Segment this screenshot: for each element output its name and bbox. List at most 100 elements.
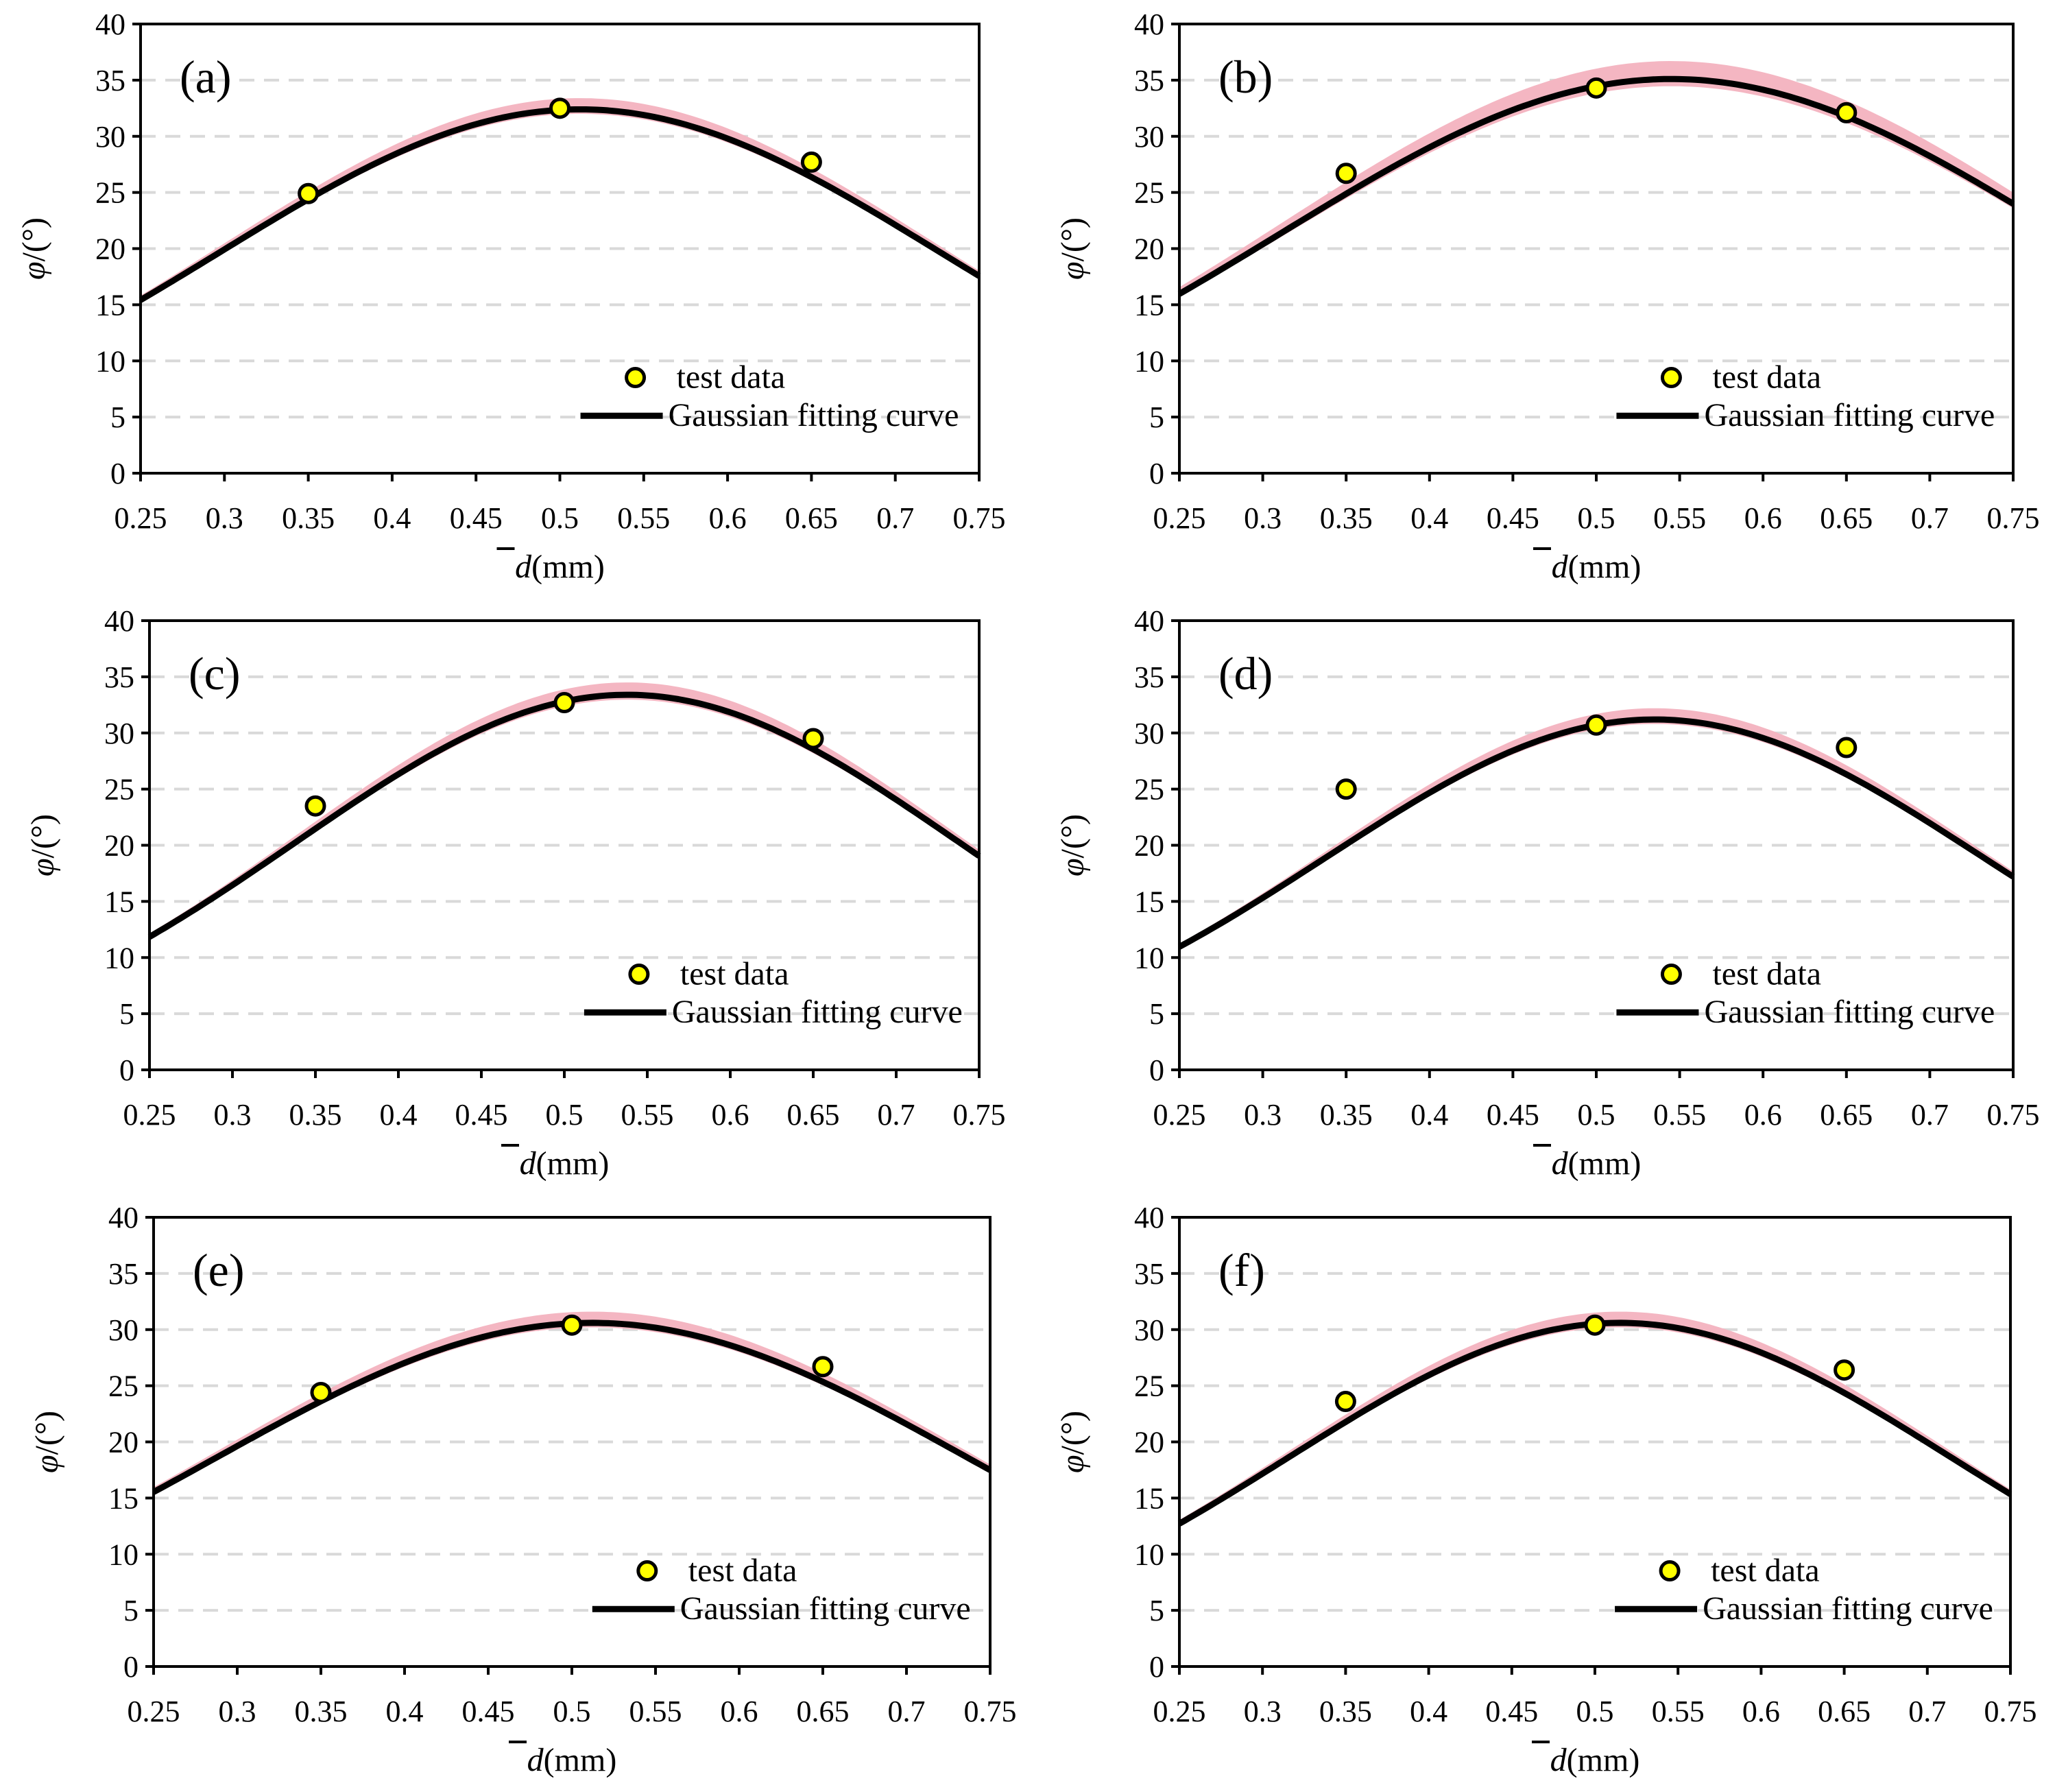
- x-axis-unit: (mm): [531, 549, 605, 585]
- y-axis-variable: φ: [25, 858, 61, 876]
- data-point: [298, 182, 320, 204]
- data-point: [1585, 77, 1607, 99]
- data-point: [1836, 737, 1858, 758]
- y-tick-label: 15: [104, 885, 134, 918]
- y-tick-label: 0: [123, 1650, 139, 1684]
- y-tick-label: 30: [108, 1313, 139, 1347]
- x-axis-unit: (mm): [544, 1742, 617, 1778]
- data-point: [1584, 1314, 1606, 1336]
- x-tick-label: 0.55: [621, 1098, 674, 1132]
- y-tick-label: 20: [95, 232, 125, 266]
- panel-label: (e): [193, 1244, 244, 1296]
- legend-label-gaussian: Gaussian fitting curve: [1703, 1590, 1993, 1627]
- y-tick-label: 35: [1134, 64, 1164, 97]
- confidence-band: [154, 1311, 990, 1494]
- y-axis-unit: /(°): [1055, 1411, 1091, 1455]
- x-tick-label: 0.75: [953, 1098, 1006, 1132]
- x-tick-label: 0.6: [709, 501, 747, 535]
- gaussian-curve: [152, 1319, 992, 1495]
- x-tick-label: 0.65: [1820, 501, 1873, 535]
- x-tick-label: 0.55: [1653, 1098, 1706, 1132]
- legend-label-test-data: test data: [1712, 956, 1821, 992]
- y-tick-label: 40: [1134, 1201, 1164, 1234]
- y-axis-title: φ/(°): [1055, 1411, 1091, 1473]
- x-tick-label: 0.75: [1987, 1098, 2040, 1132]
- y-tick-label: 25: [1134, 773, 1164, 807]
- legend-marker-test-data: [636, 1560, 658, 1582]
- legend-label-test-data: test data: [677, 359, 786, 396]
- x-tick-label: 0.45: [450, 501, 503, 535]
- x-axis-unit: (mm): [1568, 1145, 1642, 1182]
- x-axis-variable: d: [1550, 1742, 1567, 1778]
- data-point: [800, 151, 822, 173]
- x-tick-label: 0.5: [1576, 1695, 1614, 1728]
- y-tick-label: 40: [1134, 8, 1164, 41]
- y-axis-unit: /(°): [16, 217, 52, 262]
- x-tick-label: 0.4: [386, 1695, 424, 1728]
- y-axis-title: φ/(°): [1055, 814, 1091, 876]
- data-point: [812, 1356, 834, 1378]
- chart-panel-a: 0 5 10 15 20 25 30 35 40 0.25 0.3 0.35 0.4 0.45 0.5 0.5…: [16, 8, 1006, 585]
- panel-label: (a): [180, 51, 231, 103]
- x-axis-title: d(mm): [1552, 549, 1642, 585]
- x-tick-label: 0.4: [380, 1098, 418, 1132]
- x-tick-label: 0.45: [1487, 501, 1539, 535]
- y-tick-label: 10: [95, 344, 125, 378]
- panel-label: (f): [1218, 1244, 1265, 1296]
- y-tick-label: 5: [123, 1594, 139, 1627]
- y-tick-label: 0: [1149, 1650, 1164, 1684]
- x-tick-label: 0.35: [1320, 1098, 1373, 1132]
- y-axis-title: φ/(°): [1055, 217, 1091, 280]
- x-tick-label: 0.7: [888, 1695, 926, 1728]
- y-tick-label: 20: [108, 1426, 139, 1459]
- data-point: [802, 728, 824, 750]
- x-tick-label: 0.35: [282, 501, 335, 535]
- x-tick-label: 0.4: [1410, 1098, 1448, 1132]
- x-axis-variable: d: [1552, 549, 1569, 585]
- x-tick-label: 0.45: [1487, 1098, 1539, 1132]
- x-tick-label: 0.25: [115, 501, 167, 535]
- y-tick-label: 0: [119, 1053, 134, 1087]
- y-axis-unit: /(°): [1055, 814, 1091, 859]
- y-tick-label: 30: [1134, 1313, 1164, 1347]
- x-tick-label: 0.5: [553, 1695, 591, 1728]
- data-point: [553, 692, 575, 714]
- legend-label-test-data: test data: [1711, 1553, 1820, 1589]
- x-axis-variable: d: [520, 1145, 537, 1182]
- y-tick-label: 35: [104, 660, 134, 694]
- legend-marker-test-data: [625, 367, 647, 389]
- x-tick-label: 0.7: [1911, 1098, 1949, 1132]
- legend-label-gaussian: Gaussian fitting curve: [1704, 397, 1995, 433]
- x-tick-label: 0.7: [1908, 1695, 1946, 1728]
- y-tick-label: 20: [104, 829, 134, 863]
- y-tick-label: 5: [1149, 997, 1164, 1031]
- y-axis-variable: φ: [1055, 1455, 1091, 1473]
- legend-marker-test-data: [628, 964, 650, 985]
- x-tick-label: 0.75: [1987, 501, 2040, 535]
- y-tick-label: 5: [1149, 1594, 1164, 1627]
- legend-marker-test-data: [1660, 367, 1682, 389]
- x-tick-label: 0.7: [876, 501, 914, 535]
- x-tick-label: 0.3: [1244, 1098, 1282, 1132]
- legend-label-gaussian: Gaussian fitting curve: [672, 994, 963, 1030]
- data-point: [1335, 163, 1357, 184]
- y-tick-label: 0: [1149, 457, 1164, 490]
- x-tick-label: 0.75: [964, 1695, 1017, 1728]
- x-tick-label: 0.7: [1911, 501, 1949, 535]
- y-tick-label: 40: [104, 604, 134, 638]
- y-tick-label: 40: [95, 8, 125, 41]
- y-tick-label: 5: [110, 401, 125, 434]
- x-tick-label: 0.65: [785, 501, 838, 535]
- legend-label-test-data: test data: [680, 956, 789, 992]
- x-tick-label: 0.35: [1319, 1695, 1372, 1728]
- y-tick-label: 10: [1134, 941, 1164, 975]
- data-point: [549, 97, 570, 119]
- x-tick-label: 0.3: [219, 1695, 256, 1728]
- x-axis-variable: d: [515, 549, 532, 585]
- y-axis-variable: φ: [29, 1455, 65, 1473]
- y-tick-label: 25: [1134, 176, 1164, 210]
- x-tick-label: 0.6: [1744, 1098, 1782, 1132]
- y-tick-label: 35: [1134, 1257, 1164, 1291]
- x-tick-label: 0.4: [373, 501, 411, 535]
